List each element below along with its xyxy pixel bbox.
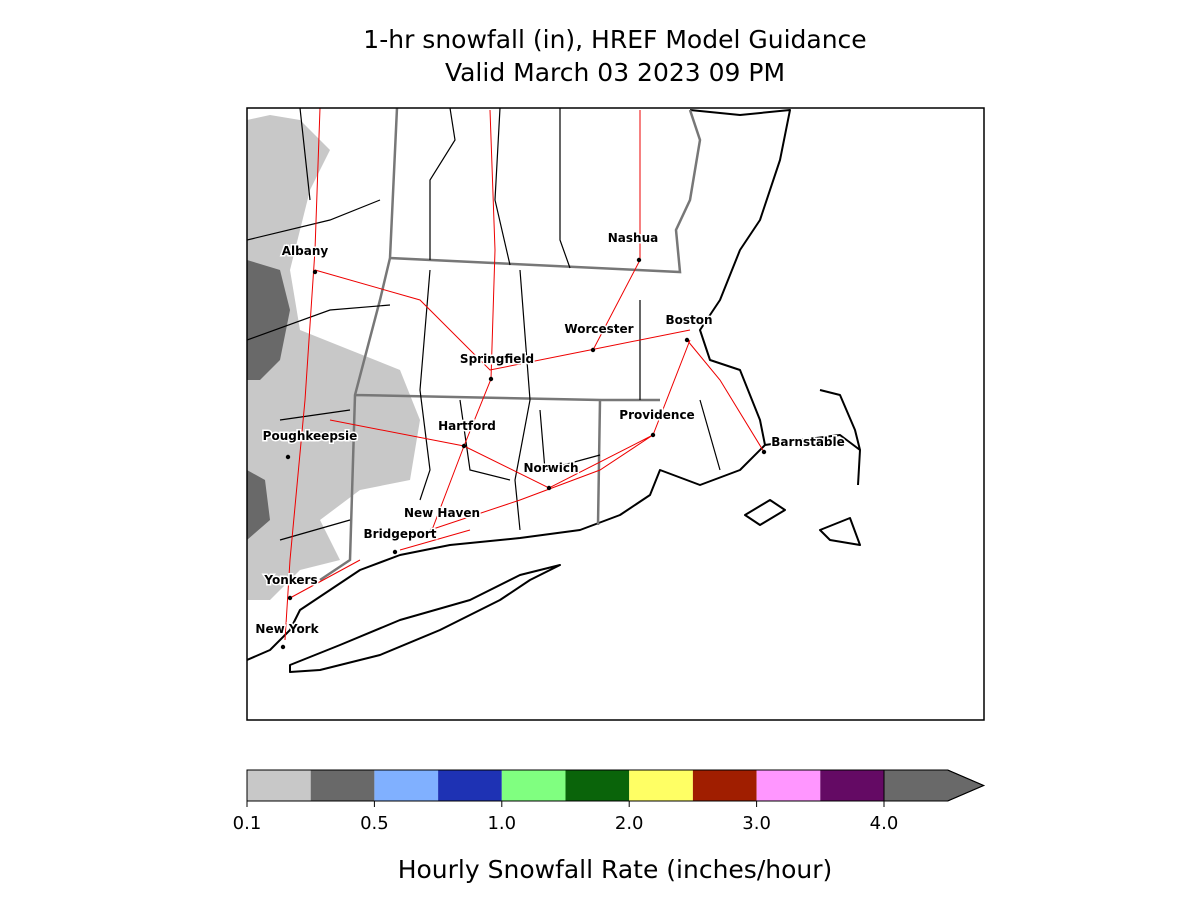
city-dot	[392, 549, 398, 555]
colorbar-tick-label: 3.0	[742, 813, 771, 834]
city-label: New Haven	[404, 506, 480, 520]
long-island	[289, 564, 561, 673]
islands	[744, 499, 861, 546]
city-dot	[636, 257, 642, 263]
colorbar-swatch	[629, 770, 693, 801]
city-dot	[461, 443, 467, 449]
city-label: Springfield	[460, 352, 534, 366]
colorbar-swatch	[756, 770, 821, 801]
colorbar-swatch	[438, 770, 502, 801]
colorbar-extension	[883, 769, 985, 802]
city-label: Worcester	[564, 322, 633, 336]
city-dot	[590, 347, 596, 353]
colorbar-swatch	[692, 770, 757, 801]
map-frame	[246, 107, 985, 721]
colorbar-tick-label: 2.0	[615, 813, 644, 834]
colorbar-tick-label: 4.0	[870, 813, 899, 834]
city-dot	[312, 269, 318, 275]
city-label: Providence	[619, 408, 694, 422]
city-dot	[280, 644, 286, 650]
city-dot	[684, 337, 690, 343]
city-label: Albany	[282, 244, 329, 258]
colorbar-frame	[246, 769, 985, 802]
coastline	[247, 434, 861, 661]
snow-light	[247, 115, 420, 600]
city-dot	[429, 527, 435, 533]
city-label: Boston	[665, 313, 712, 327]
city-dot	[488, 376, 494, 382]
cape-cod	[819, 389, 861, 451]
city-label: Barnstable	[771, 435, 845, 449]
coastline-north	[689, 109, 791, 446]
city-dot	[546, 485, 552, 491]
city-label: Yonkers	[263, 573, 317, 587]
city-label: Poughkeepsie	[263, 429, 358, 443]
city-dot	[761, 449, 767, 455]
colorbar-swatch	[501, 770, 566, 801]
snow-moderate	[247, 260, 290, 540]
title: 1-hr snowfall (in), HREF Model Guidance	[363, 25, 866, 54]
colorbar-swatch	[820, 770, 884, 801]
colorbar-swatch	[565, 770, 630, 801]
city-label: Hartford	[438, 419, 496, 433]
colorbar-tick-label: 0.5	[360, 813, 389, 834]
city-label: Bridgeport	[364, 527, 437, 541]
colorbar-swatch	[374, 770, 439, 801]
city-dot	[287, 595, 293, 601]
city-label: Norwich	[523, 461, 578, 475]
colorbar-swatch	[247, 770, 311, 801]
colorbar-label: Hourly Snowfall Rate (inches/hour)	[398, 855, 833, 884]
state-border	[319, 108, 702, 582]
city-dot	[650, 432, 656, 438]
colorbar-tick-label: 1.0	[487, 813, 516, 834]
map	[246, 107, 985, 721]
subtitle: Valid March 03 2023 09 PM	[445, 58, 785, 87]
city-label: Nashua	[608, 231, 658, 245]
city-label: New York	[255, 622, 319, 636]
county-border	[247, 108, 721, 541]
colorbar-tick-label: 0.1	[233, 813, 262, 834]
city-dot	[285, 454, 291, 460]
colorbar-swatch	[310, 770, 375, 801]
